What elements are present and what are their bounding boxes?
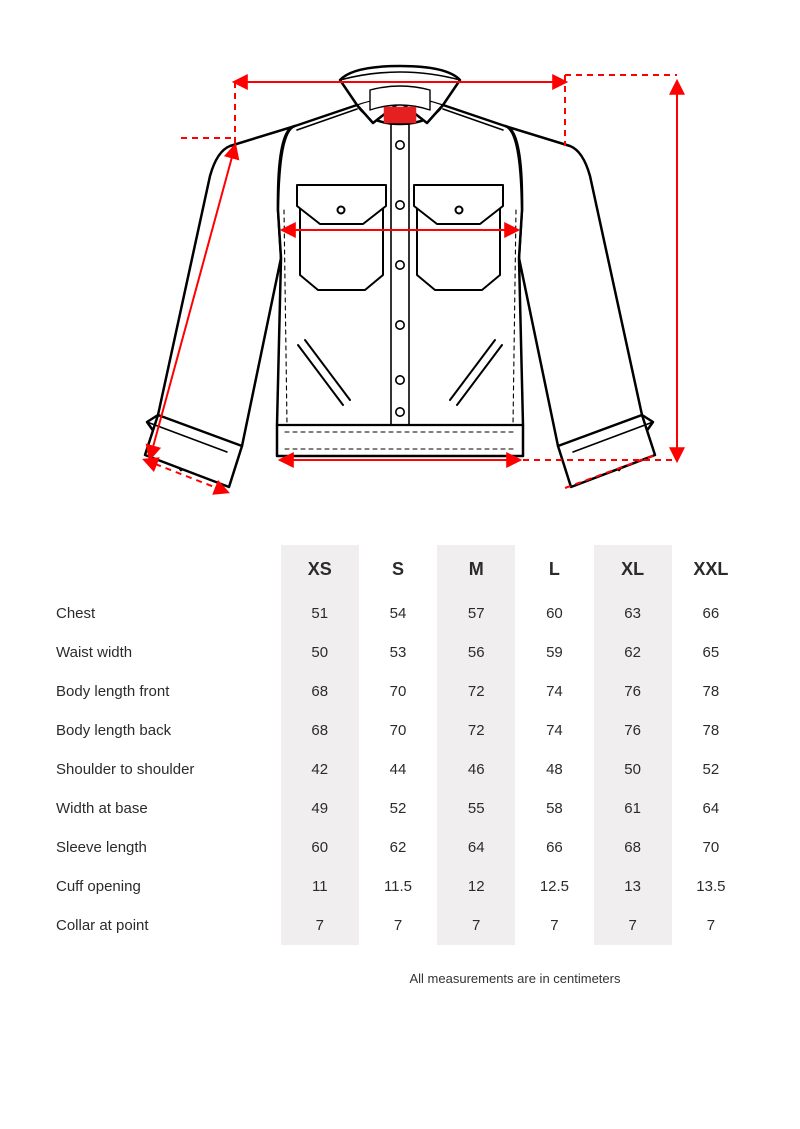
measurement-value: 11.5 xyxy=(359,867,437,906)
measurement-value: 48 xyxy=(515,750,593,789)
size-header: XXL xyxy=(672,545,750,594)
measurement-value: 11 xyxy=(281,867,359,906)
measurement-value: 58 xyxy=(515,789,593,828)
measurement-value: 74 xyxy=(515,711,593,750)
measurement-label: Shoulder to shoulder xyxy=(50,750,281,789)
measurement-value: 74 xyxy=(515,672,593,711)
measurement-value: 66 xyxy=(515,828,593,867)
table-row: Shoulder to shoulder424446485052 xyxy=(50,750,750,789)
measurement-value: 64 xyxy=(437,828,515,867)
size-table: XSSMLXLXXL Chest515457606366Waist width5… xyxy=(50,545,750,945)
measurement-value: 12.5 xyxy=(515,867,593,906)
measurement-value: 56 xyxy=(437,633,515,672)
measurement-value: 54 xyxy=(359,594,437,633)
measurement-value: 57 xyxy=(437,594,515,633)
measurement-label: Cuff opening xyxy=(50,867,281,906)
table-row: Waist width505356596265 xyxy=(50,633,750,672)
measurement-value: 68 xyxy=(281,711,359,750)
garment-diagram xyxy=(95,30,705,500)
measurement-value: 78 xyxy=(672,711,750,750)
size-header: XL xyxy=(594,545,672,594)
garment-diagram-wrap xyxy=(50,30,750,500)
measurement-value: 70 xyxy=(359,711,437,750)
measurement-value: 50 xyxy=(281,633,359,672)
measurement-value: 46 xyxy=(437,750,515,789)
measurement-value: 60 xyxy=(515,594,593,633)
garment-outline xyxy=(145,66,655,487)
measurement-value: 13 xyxy=(594,867,672,906)
size-chart-page: XSSMLXLXXL Chest515457606366Waist width5… xyxy=(0,0,800,1026)
measurement-value: 53 xyxy=(359,633,437,672)
measurement-value: 60 xyxy=(281,828,359,867)
measurement-footnote: All measurements are in centimeters xyxy=(50,971,750,986)
measurement-value: 12 xyxy=(437,867,515,906)
table-row: Collar at point777777 xyxy=(50,906,750,945)
measurement-value: 52 xyxy=(359,789,437,828)
measurement-value: 62 xyxy=(359,828,437,867)
table-row: Width at base495255586164 xyxy=(50,789,750,828)
measurement-value: 7 xyxy=(594,906,672,945)
table-row: Body length back687072747678 xyxy=(50,711,750,750)
measurement-value: 52 xyxy=(672,750,750,789)
size-header: L xyxy=(515,545,593,594)
measurement-value: 70 xyxy=(672,828,750,867)
measurement-value: 7 xyxy=(672,906,750,945)
table-row: Cuff opening1111.51212.51313.5 xyxy=(50,867,750,906)
size-header: M xyxy=(437,545,515,594)
measurement-value: 59 xyxy=(515,633,593,672)
measurement-value: 55 xyxy=(437,789,515,828)
measurement-value: 50 xyxy=(594,750,672,789)
measurement-value: 76 xyxy=(594,672,672,711)
size-header: XS xyxy=(281,545,359,594)
measurement-value: 68 xyxy=(594,828,672,867)
measurement-value: 42 xyxy=(281,750,359,789)
measurement-label: Width at base xyxy=(50,789,281,828)
measurement-value: 72 xyxy=(437,672,515,711)
measurement-value: 65 xyxy=(672,633,750,672)
measurement-value: 7 xyxy=(437,906,515,945)
size-header-blank xyxy=(50,545,281,594)
measurement-value: 61 xyxy=(594,789,672,828)
measurement-value: 64 xyxy=(672,789,750,828)
table-row: Chest515457606366 xyxy=(50,594,750,633)
measurement-value: 44 xyxy=(359,750,437,789)
size-table-body: Chest515457606366Waist width505356596265… xyxy=(50,594,750,945)
table-row: Sleeve length606264666870 xyxy=(50,828,750,867)
measurement-value: 66 xyxy=(672,594,750,633)
measurement-value: 72 xyxy=(437,711,515,750)
table-row: Body length front687072747678 xyxy=(50,672,750,711)
measurement-label: Chest xyxy=(50,594,281,633)
measurement-value: 62 xyxy=(594,633,672,672)
measurement-value: 7 xyxy=(281,906,359,945)
measurement-value: 63 xyxy=(594,594,672,633)
size-header: S xyxy=(359,545,437,594)
measurement-label: Waist width xyxy=(50,633,281,672)
measurement-value: 49 xyxy=(281,789,359,828)
measurement-value: 68 xyxy=(281,672,359,711)
measurement-label: Body length back xyxy=(50,711,281,750)
measurement-value: 7 xyxy=(359,906,437,945)
measurement-value: 78 xyxy=(672,672,750,711)
measurement-label: Body length front xyxy=(50,672,281,711)
measurement-value: 70 xyxy=(359,672,437,711)
measurement-value: 76 xyxy=(594,711,672,750)
size-table-head: XSSMLXLXXL xyxy=(50,545,750,594)
measurement-value: 7 xyxy=(515,906,593,945)
measurement-value: 51 xyxy=(281,594,359,633)
measurement-label: Collar at point xyxy=(50,906,281,945)
measurement-label: Sleeve length xyxy=(50,828,281,867)
measurement-value: 13.5 xyxy=(672,867,750,906)
